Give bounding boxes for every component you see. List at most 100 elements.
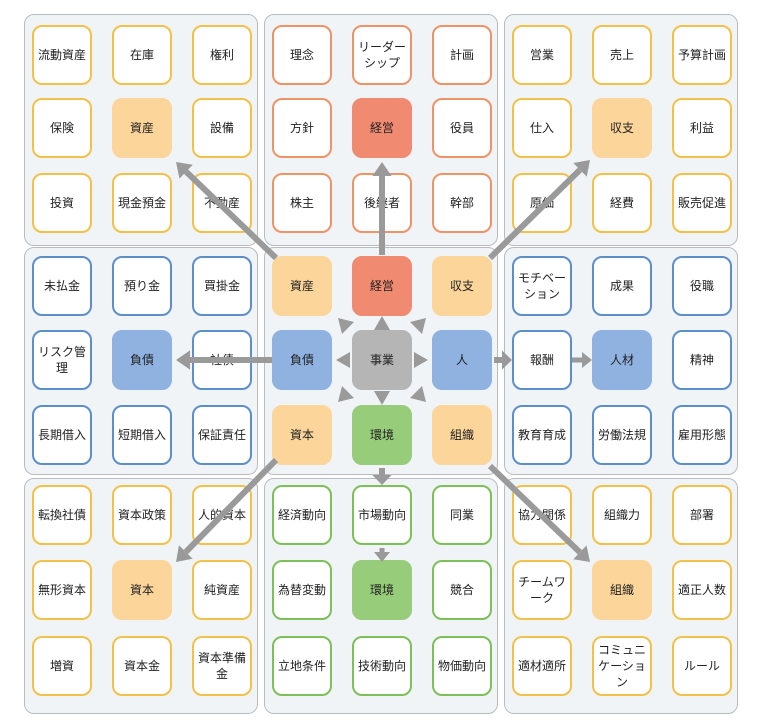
card-label: 負債 — [129, 352, 154, 367]
card-people-8: 雇用形態 — [672, 405, 732, 465]
card-label: 資本政策 — [117, 507, 166, 522]
card-asset-1: 在庫 — [112, 25, 172, 85]
card-environment-8: 物価動向 — [432, 636, 492, 696]
card-label: 役職 — [689, 278, 714, 293]
card-management-1: リーダーシップ — [352, 25, 412, 85]
center-tri-up-left — [338, 318, 354, 334]
card-label: 競合 — [449, 582, 474, 597]
card-label: 成果 — [609, 278, 634, 293]
card-label: 買掛金 — [203, 278, 240, 293]
arrow-to-liability — [176, 350, 272, 370]
card-label: 増資 — [49, 658, 74, 673]
card-label: 幹部 — [449, 195, 474, 210]
card-label: 組織 — [449, 427, 474, 442]
card-organization-7: コミュニケーション — [592, 636, 652, 696]
card-label: 精神 — [689, 352, 714, 367]
center-tri-up-right — [410, 318, 426, 334]
card-label: 収支 — [609, 120, 634, 135]
card-label: 販売促進 — [677, 195, 726, 210]
card-environment-6: 立地条件 — [272, 636, 332, 696]
card-label: 役員 — [449, 120, 474, 135]
card-label: 予算計画 — [677, 47, 726, 62]
card-label: 現金預金 — [117, 195, 166, 210]
card-label: 組織 — [609, 582, 634, 597]
arrow-to-organization — [487, 463, 590, 562]
card-label: 資本 — [289, 427, 314, 442]
card-label: 保証責任 — [197, 427, 246, 442]
card-capital-8: 資本準備金 — [192, 636, 252, 696]
card-management-5: 役員 — [432, 98, 492, 158]
card-label: 権利 — [209, 47, 234, 62]
arrow-to-management — [372, 162, 392, 255]
card-label: コミュニケーション — [597, 642, 646, 690]
card-label: 経費 — [609, 195, 634, 210]
card-label: 利益 — [689, 120, 714, 135]
card-management-6: 株主 — [272, 173, 332, 233]
card-people-7: 労働法規 — [592, 405, 652, 465]
card-label: 未払金 — [43, 278, 80, 293]
card-environment-2: 同業 — [432, 485, 492, 545]
card-environment-5: 競合 — [432, 560, 492, 620]
arrow-to-revenue — [487, 160, 590, 261]
card-capital-7: 資本金 — [112, 636, 172, 696]
card-capital-6: 増資 — [32, 636, 92, 696]
card-label: 理念 — [289, 47, 314, 62]
card-label: 為替変動 — [277, 582, 326, 597]
card-revenue-1: 売上 — [592, 25, 652, 85]
card-liability-6: 長期借入 — [32, 405, 92, 465]
card-revenue-8: 販売促進 — [672, 173, 732, 233]
card-label: 預り金 — [123, 278, 160, 293]
card-label: 市場動向 — [357, 507, 406, 522]
card-people-1: 成果 — [592, 256, 652, 316]
card-label: 経営 — [369, 120, 394, 135]
arrow-market-to-environment — [374, 548, 390, 562]
card-label: 報酬 — [529, 352, 554, 367]
card-asset-6: 投資 — [32, 173, 92, 233]
card-capital-3: 無形資本 — [32, 560, 92, 620]
card-asset-3: 保険 — [32, 98, 92, 158]
card-label: リスク管理 — [37, 344, 86, 375]
center-tri-down-left — [338, 386, 354, 402]
card-revenue-3: 仕入 — [512, 98, 572, 158]
card-label: 技術動向 — [357, 658, 406, 673]
card-label: 資本準備金 — [197, 650, 246, 681]
card-label: 負債 — [289, 352, 314, 367]
card-label: 環境 — [369, 427, 394, 442]
card-management-3: 方針 — [272, 98, 332, 158]
card-asset-5: 設備 — [192, 98, 252, 158]
card-asset-0: 流動資産 — [32, 25, 92, 85]
card-environment-0: 経済動向 — [272, 485, 332, 545]
arrow-to-environment — [372, 468, 392, 485]
card-revenue-0: 営業 — [512, 25, 572, 85]
card-asset-2: 権利 — [192, 25, 252, 85]
card-label: 事業 — [369, 352, 394, 367]
card-capital-1: 資本政策 — [112, 485, 172, 545]
card-capital-0: 転換社債 — [32, 485, 92, 545]
card-revenue-7: 経費 — [592, 173, 652, 233]
card-people-6: 教育育成 — [512, 405, 572, 465]
card-organization-5: 適正人数 — [672, 560, 732, 620]
card-label: モチベーション — [517, 270, 566, 301]
card-label: 投資 — [49, 195, 74, 210]
card-label: 人 — [455, 352, 468, 367]
center-tri-down-right — [410, 386, 426, 402]
center-tri-right — [414, 352, 428, 368]
card-label: 教育育成 — [517, 427, 566, 442]
card-label: 経済動向 — [277, 507, 326, 522]
card-environment-7: 技術動向 — [352, 636, 412, 696]
card-liability-8: 保証責任 — [192, 405, 252, 465]
card-management-4: 経営 — [352, 98, 412, 158]
card-label: 計画 — [449, 47, 474, 62]
card-business-8: 組織 — [432, 405, 492, 465]
card-label: 株主 — [289, 195, 314, 210]
card-label: 無形資本 — [37, 582, 86, 597]
card-capital-4: 資本 — [112, 560, 172, 620]
card-business-6: 資本 — [272, 405, 332, 465]
card-label: 資本金 — [123, 658, 160, 673]
card-revenue-2: 予算計画 — [672, 25, 732, 85]
card-label: 同業 — [449, 507, 474, 522]
card-organization-8: ルール — [672, 636, 732, 696]
arrow-reward-to-talent — [572, 352, 592, 368]
card-label: 営業 — [529, 47, 554, 62]
card-label: 仕入 — [529, 120, 554, 135]
